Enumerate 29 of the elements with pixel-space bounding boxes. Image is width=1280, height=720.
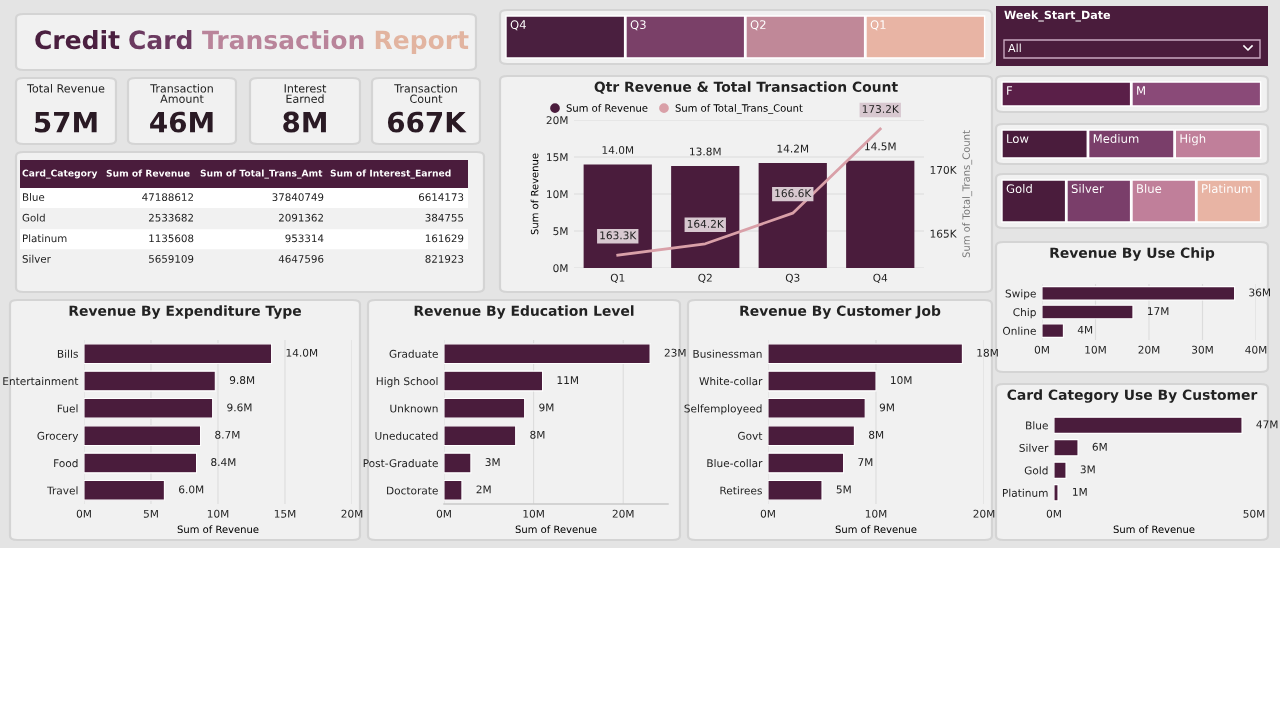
bar	[768, 425, 855, 447]
bar	[768, 397, 866, 419]
bar	[1042, 323, 1064, 338]
bar	[84, 425, 202, 447]
bar	[84, 452, 198, 474]
bar	[768, 370, 877, 392]
bar	[84, 479, 165, 501]
text: 8M	[283, 111, 326, 133]
bar	[1042, 304, 1134, 320]
bar	[444, 397, 526, 419]
bar	[768, 343, 963, 365]
bar	[1054, 461, 1067, 479]
bar	[84, 343, 273, 365]
text: 57M	[35, 111, 97, 133]
bar	[444, 370, 544, 392]
bar	[444, 452, 472, 474]
text: 46M	[150, 111, 213, 133]
bar	[768, 479, 823, 501]
bar	[768, 452, 845, 474]
text: 667K	[387, 111, 467, 133]
bar	[1054, 439, 1079, 457]
text: Credit Card Transaction Report	[35, 29, 469, 55]
bar	[1042, 286, 1236, 301]
bar	[444, 425, 517, 447]
bar	[84, 397, 214, 419]
bar	[84, 370, 216, 392]
bar	[1054, 416, 1243, 434]
bar	[444, 479, 463, 501]
bar	[444, 343, 651, 365]
